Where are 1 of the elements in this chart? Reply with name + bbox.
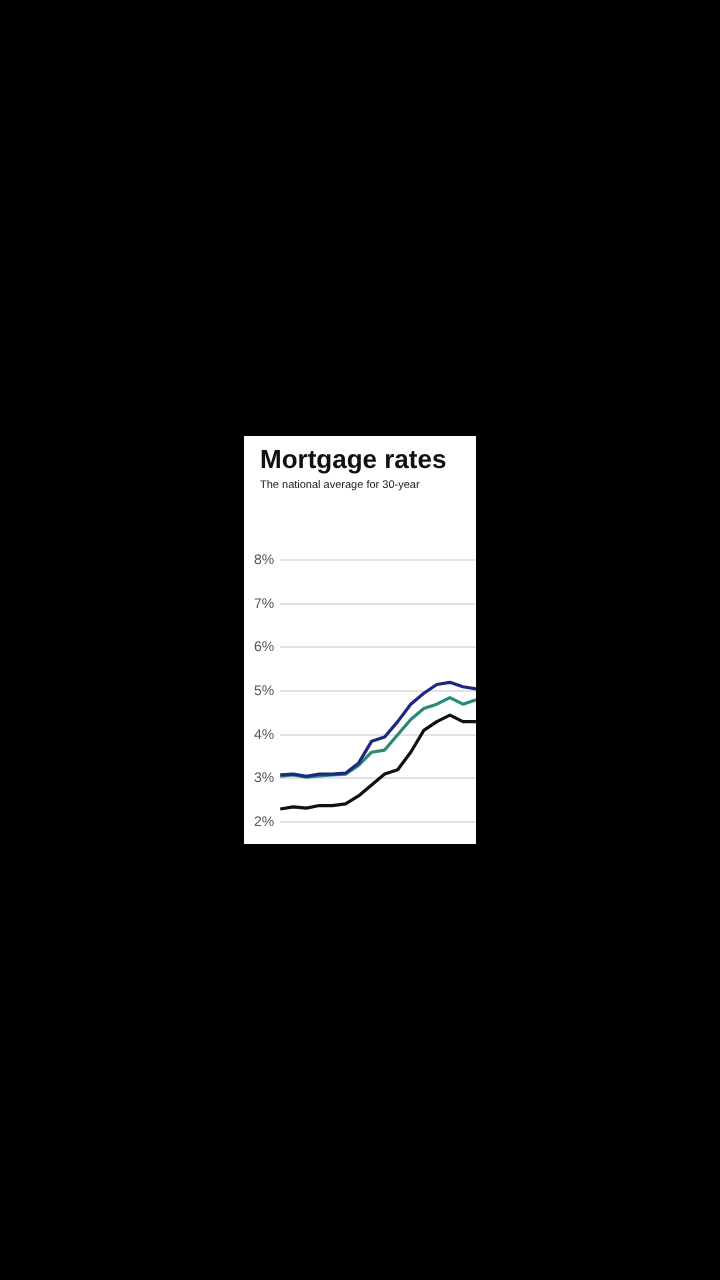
chart-title: Mortgage rates	[260, 444, 447, 474]
